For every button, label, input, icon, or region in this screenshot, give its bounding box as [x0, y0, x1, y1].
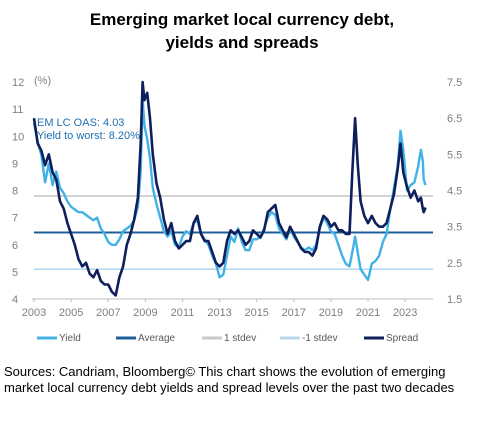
chart-svg: 4 5 6 7 8 9 10 11 12 1.5 2.5 3.5 4.5 5.5 6.5 7.5 2003 200… — [12, 75, 462, 344]
legend-label-spread: Spread — [386, 333, 418, 344]
x-tick-label: 2011 — [171, 307, 195, 319]
source-note: Sources: Candriam, Bloomberg© This chart… — [4, 364, 455, 395]
y-left-tick-label: 7 — [12, 213, 18, 225]
legend-label-1-stdev: -1 stdev — [302, 333, 338, 344]
x-tick-label: 2005 — [59, 307, 83, 319]
y-left-tick-label: 9 — [12, 158, 18, 170]
axes: 4 5 6 7 8 9 10 11 12 1.5 2.5 3.5 4.5 5.5 6.5 7.5 2003 200… — [12, 77, 462, 319]
y-left-tick-label: 4 — [12, 294, 18, 306]
x-tick-label: 2019 — [319, 307, 343, 319]
legend: Yield Average 1 stdev -1 stdev Spread — [37, 333, 418, 344]
x-tick-label: 2013 — [207, 307, 231, 319]
x-tick-label: 2017 — [282, 307, 306, 319]
x-tick-label: 2021 — [356, 307, 380, 319]
x-tick-label: 2015 — [244, 307, 268, 319]
x-tick-label: 2003 — [22, 307, 46, 319]
y-left-tick-label: 11 — [12, 104, 23, 116]
chart-title-line1: Emerging market local currency debt, — [89, 10, 395, 29]
series-spread-line — [32, 80, 427, 297]
annotation-oas: EM LC OAS: 4.03 — [37, 117, 124, 129]
y-right-tick-label: 7.5 — [447, 77, 462, 89]
y-right-tick-label: 3.5 — [447, 222, 462, 234]
y-right-tick-label: 1.5 — [447, 294, 462, 306]
y-left-tick-label: 10 — [12, 131, 24, 143]
chart-title-line2: yields and spreads — [165, 33, 319, 52]
x-tick-label: 2009 — [133, 307, 157, 319]
legend-label-1-stdev: 1 stdev — [224, 333, 256, 344]
legend-label-average: Average — [138, 333, 176, 344]
chart-title: Emerging market local currency debt, yie… — [0, 8, 484, 54]
y-right-tick-label: 4.5 — [447, 186, 462, 198]
y-left-tick-label: 5 — [12, 267, 18, 279]
y-left-tick-label: 8 — [12, 186, 18, 198]
series-lines — [32, 80, 427, 297]
y-left-tick-label: 6 — [12, 240, 18, 252]
x-tick-label: 2023 — [393, 307, 417, 319]
y-left-tick-label: 12 — [12, 77, 24, 89]
y-right-tick-label: 2.5 — [447, 258, 462, 270]
annotation-ytw: Yield to worst: 8.20% — [37, 130, 140, 142]
legend-label-yield: Yield — [59, 333, 81, 344]
series-yield-line — [32, 97, 427, 282]
x-tick-label: 2007 — [96, 307, 120, 319]
y-right-tick-label: 6.5 — [447, 113, 462, 125]
y-right-tick-label: 5.5 — [447, 149, 462, 161]
y-unit-label: (%) — [34, 75, 51, 87]
